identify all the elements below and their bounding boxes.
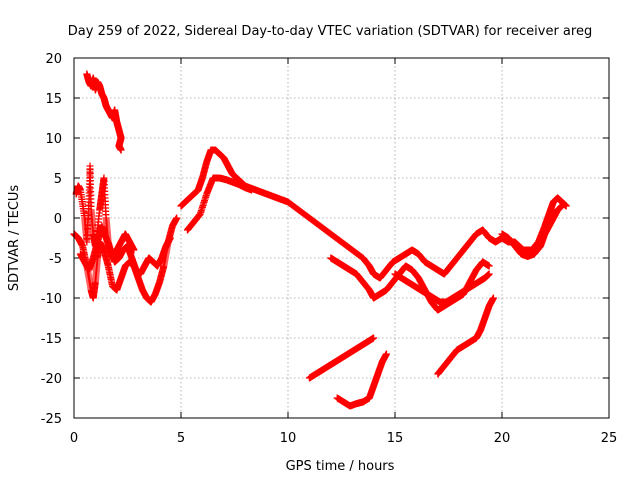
y-tick-label: -25 (41, 412, 62, 427)
y-axis-label: SDTVAR / TECUs (7, 185, 22, 292)
series-arc-early-high (83, 70, 125, 154)
x-tick-label: 5 (177, 431, 185, 446)
data-point (248, 186, 256, 194)
data-point (173, 214, 181, 222)
y-tick-label: -10 (41, 292, 62, 307)
x-tick-label: 20 (494, 431, 511, 446)
chart-title: Day 259 of 2022, Sidereal Day-to-day VTE… (68, 24, 592, 39)
series-arc-main-b (183, 174, 256, 234)
series-arc-main (177, 146, 570, 282)
y-tick-label: -15 (41, 332, 62, 347)
y-tick-label: 10 (45, 132, 62, 147)
data-point (130, 246, 138, 254)
plot-frame (73, 57, 610, 419)
x-axis-label: GPS time / hours (286, 459, 395, 474)
series-arc-low-1 (305, 334, 378, 382)
axis-ticks (73, 57, 610, 419)
data-point (485, 270, 493, 278)
data-markers (70, 70, 570, 410)
y-tick-label: 15 (45, 92, 62, 107)
y-tick-label: 20 (45, 52, 62, 67)
x-tick-label: 10 (280, 431, 297, 446)
series-arc-evening-3 (498, 202, 566, 260)
data-point (166, 234, 174, 242)
data-point (485, 262, 493, 270)
y-tick-label: 0 (54, 212, 62, 227)
y-tick-label: 5 (54, 172, 62, 187)
x-tick-label: 0 (70, 431, 78, 446)
data-point (370, 334, 378, 342)
x-tick-label: 15 (387, 431, 404, 446)
y-tick-labels: -25 -20 -15 -10 -5 0 5 10 15 20 (41, 52, 62, 427)
x-tick-label: 25 (601, 431, 618, 446)
y-tick-label: -5 (49, 252, 62, 267)
data-point (558, 202, 566, 210)
data-point (489, 294, 497, 302)
x-tick-labels: 0 5 10 15 20 25 (70, 431, 617, 446)
series-arc-evening-2 (391, 270, 493, 306)
series-arc-early-spikes (72, 162, 138, 262)
series-arc-low-2 (333, 350, 390, 410)
data-point (382, 350, 390, 358)
y-tick-label: -20 (41, 372, 62, 387)
grid-lines (74, 58, 609, 418)
series-arc-early-mid (76, 222, 174, 278)
data-point (117, 146, 125, 154)
series-arc-low-3 (434, 294, 497, 378)
